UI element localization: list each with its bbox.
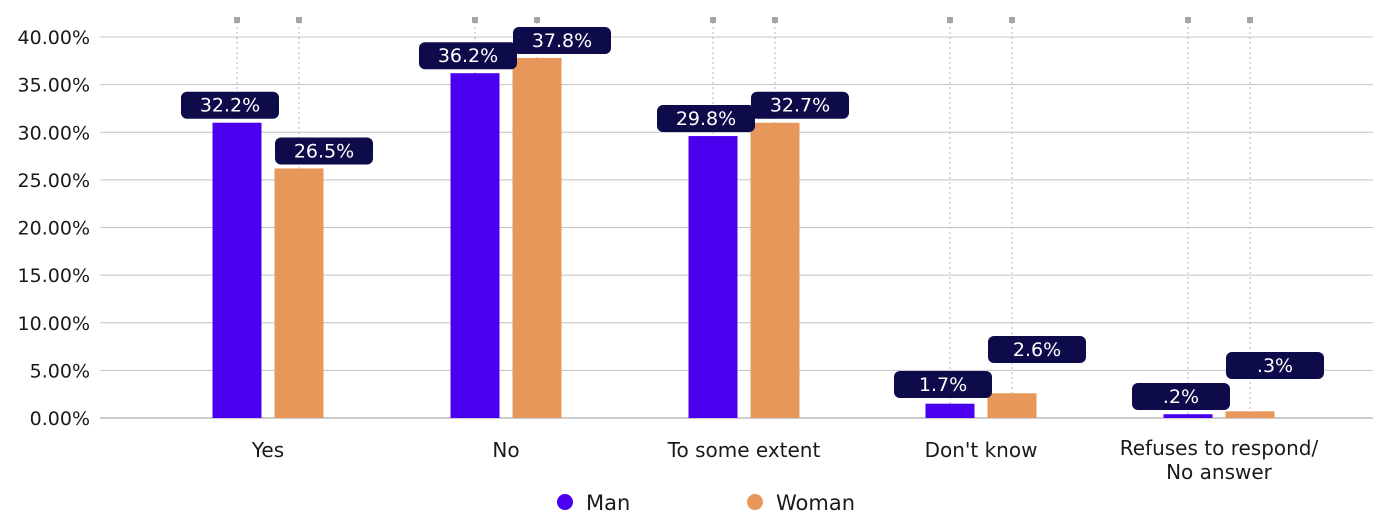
bar-man-2 [688, 136, 738, 418]
leader-marker [472, 17, 478, 23]
data-label-box [1226, 352, 1324, 379]
x-category-label-line: Yes [251, 438, 284, 462]
x-category-label-line: Don't know [925, 438, 1038, 462]
bar-woman-0 [274, 168, 324, 418]
x-category-label-line: Refuses to respond/ [1120, 436, 1319, 460]
data-label: 26.5% [294, 140, 354, 162]
leader-marker [947, 17, 953, 23]
bar-woman-2 [750, 122, 800, 418]
data-label-box [657, 105, 755, 133]
legend-label-man: Man [586, 491, 630, 513]
x-category-label: Don't know [925, 438, 1038, 462]
x-category-label: Yes [251, 438, 284, 462]
data-label: .2% [1163, 386, 1199, 408]
leader-marker [772, 17, 778, 23]
data-label-box [513, 26, 611, 54]
data-label: 32.2% [200, 95, 260, 117]
data-label-box [988, 336, 1086, 363]
bar-woman-4 [1225, 411, 1275, 418]
leader-marker [296, 17, 302, 23]
y-tick-label: 15.00% [18, 265, 90, 287]
leader-marker [1185, 17, 1191, 23]
x-category-label: No [492, 438, 519, 462]
x-category-label-line: No answer [1166, 460, 1273, 484]
y-tick-label: 0.00% [30, 408, 90, 430]
y-tick-label: 35.00% [18, 75, 90, 97]
bar-woman-3 [987, 393, 1037, 418]
data-label-box [894, 371, 992, 398]
y-tick-label: 10.00% [18, 313, 90, 335]
leader-marker [1009, 17, 1015, 23]
x-category-label: Refuses to respond/No answer [1120, 436, 1319, 484]
data-label: 37.8% [532, 30, 592, 52]
y-tick-label: 40.00% [18, 27, 90, 49]
y-tick-label: 5.00% [30, 360, 90, 382]
data-label: 36.2% [438, 45, 498, 67]
y-tick-label: 20.00% [18, 218, 90, 240]
data-label-box [751, 91, 849, 119]
bar-man-3 [925, 403, 975, 418]
data-label-box [181, 91, 279, 119]
data-label: 1.7% [919, 374, 967, 396]
leader-marker [710, 17, 716, 23]
data-label: 32.7% [770, 95, 830, 117]
bar-man-1 [450, 73, 500, 418]
legend-label-woman: Woman [776, 491, 855, 513]
bar-man-4 [1163, 414, 1213, 418]
data-label-box [1132, 383, 1230, 410]
y-tick-label: 30.00% [18, 122, 90, 144]
bar-woman-1 [512, 57, 562, 418]
data-label-box [275, 137, 373, 165]
y-tick-label: 25.00% [18, 170, 90, 192]
leader-marker [534, 17, 540, 23]
data-label: 29.8% [676, 108, 736, 130]
x-category-label-line: To some extent [667, 438, 821, 462]
leader-marker [234, 17, 240, 23]
bar-man-0 [212, 122, 262, 418]
legend-swatch-man [557, 494, 573, 510]
leader-marker [1247, 17, 1253, 23]
data-label: .3% [1257, 355, 1293, 377]
data-label-box [419, 42, 517, 70]
x-category-label-line: No [492, 438, 519, 462]
data-label: 2.6% [1013, 339, 1061, 361]
legend-swatch-woman [747, 494, 763, 510]
x-category-label: To some extent [667, 438, 821, 462]
